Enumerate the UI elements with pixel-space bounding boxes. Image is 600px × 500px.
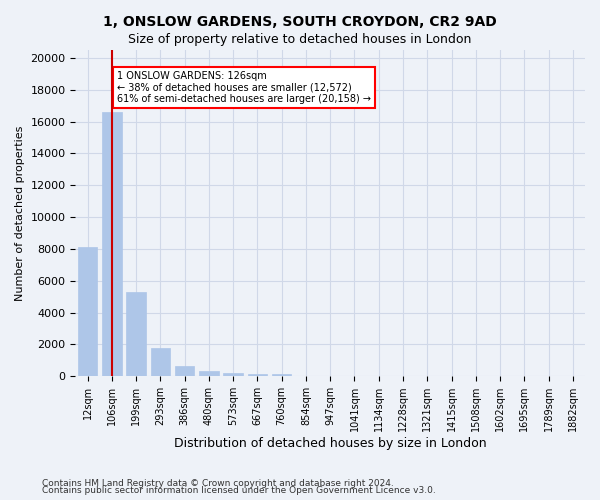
X-axis label: Distribution of detached houses by size in London: Distribution of detached houses by size …	[174, 437, 487, 450]
Bar	[199, 371, 218, 376]
Bar	[223, 373, 243, 376]
Bar	[248, 374, 267, 376]
Bar	[127, 292, 146, 376]
Text: Contains HM Land Registry data © Crown copyright and database right 2024.: Contains HM Land Registry data © Crown c…	[42, 478, 394, 488]
Y-axis label: Number of detached properties: Number of detached properties	[15, 126, 25, 301]
Bar	[78, 248, 97, 376]
Bar	[272, 374, 292, 376]
Text: 1 ONSLOW GARDENS: 126sqm
← 38% of detached houses are smaller (12,572)
61% of se: 1 ONSLOW GARDENS: 126sqm ← 38% of detach…	[116, 70, 371, 104]
Text: Size of property relative to detached houses in London: Size of property relative to detached ho…	[128, 32, 472, 46]
Bar	[151, 348, 170, 376]
Bar	[102, 112, 122, 376]
Text: Contains public sector information licensed under the Open Government Licence v3: Contains public sector information licen…	[42, 486, 436, 495]
Bar	[175, 366, 194, 376]
Text: 1, ONSLOW GARDENS, SOUTH CROYDON, CR2 9AD: 1, ONSLOW GARDENS, SOUTH CROYDON, CR2 9A…	[103, 15, 497, 29]
